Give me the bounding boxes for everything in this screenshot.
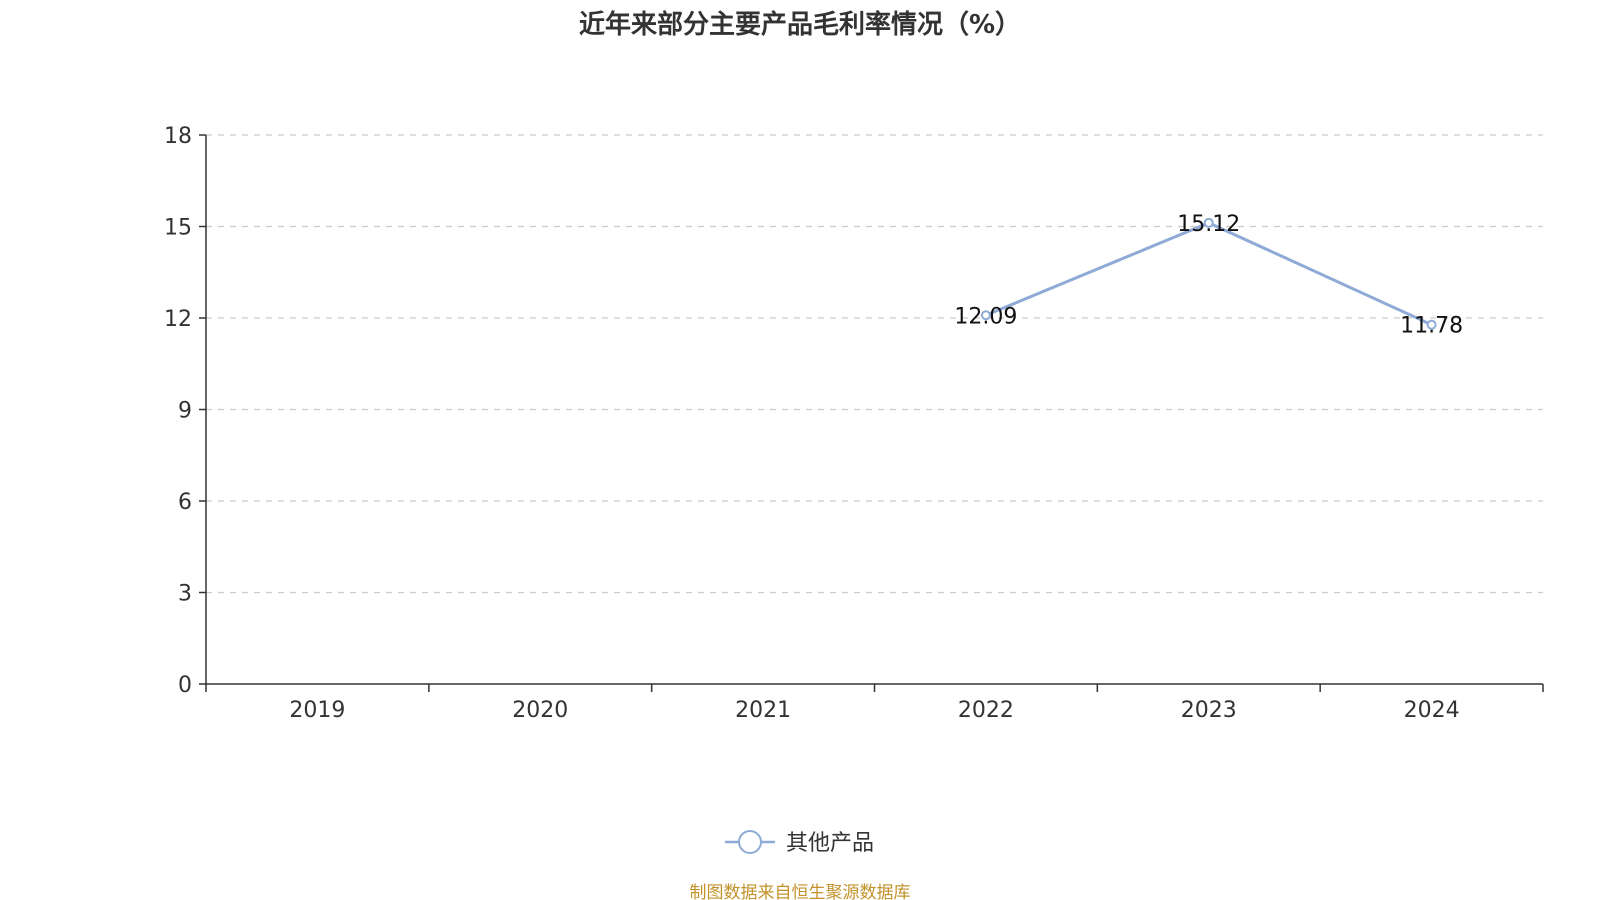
data-point[interactable] (980, 310, 991, 321)
y-tick-label: 6 (178, 490, 192, 515)
data-point[interactable] (1203, 217, 1214, 228)
x-tick-label: 2022 (958, 698, 1014, 723)
legend-label: 其他产品 (786, 831, 874, 856)
x-tick-label: 2020 (512, 698, 568, 723)
data-point[interactable] (1426, 319, 1437, 330)
y-tick-label: 15 (164, 216, 192, 241)
y-tick-label: 9 (178, 399, 192, 424)
data-labels: 12.09 15.12 11.78 (954, 212, 1463, 339)
y-tick-label: 18 (164, 124, 192, 149)
legend-marker-icon (738, 830, 762, 854)
data-label: 12.09 (954, 304, 1017, 329)
x-tick-label: 2024 (1404, 698, 1460, 723)
y-tick-label: 3 (178, 582, 192, 607)
source-note: 制图数据来自恒生聚源数据库 (690, 883, 911, 900)
data-label: 11.78 (1400, 314, 1463, 339)
axes (205, 135, 1543, 685)
y-axis-ticks: 0 3 6 9 12 15 18 (164, 124, 206, 698)
grid-lines (206, 134, 1543, 594)
legend[interactable]: 其他产品 (725, 830, 874, 856)
series-line (985, 221, 1433, 327)
data-label: 15.12 (1177, 212, 1240, 237)
x-axis-ticks: 2019 2020 2021 2022 2023 2024 (205, 684, 1544, 723)
x-tick-label: 2021 (735, 698, 791, 723)
x-tick-label: 2023 (1181, 698, 1237, 723)
x-tick-label: 2019 (289, 698, 345, 723)
y-tick-label: 0 (178, 673, 192, 698)
y-tick-label: 12 (164, 307, 192, 332)
chart-title: 近年来部分主要产品毛利率情况（%） (579, 9, 1021, 40)
series-lines (980, 217, 1437, 330)
